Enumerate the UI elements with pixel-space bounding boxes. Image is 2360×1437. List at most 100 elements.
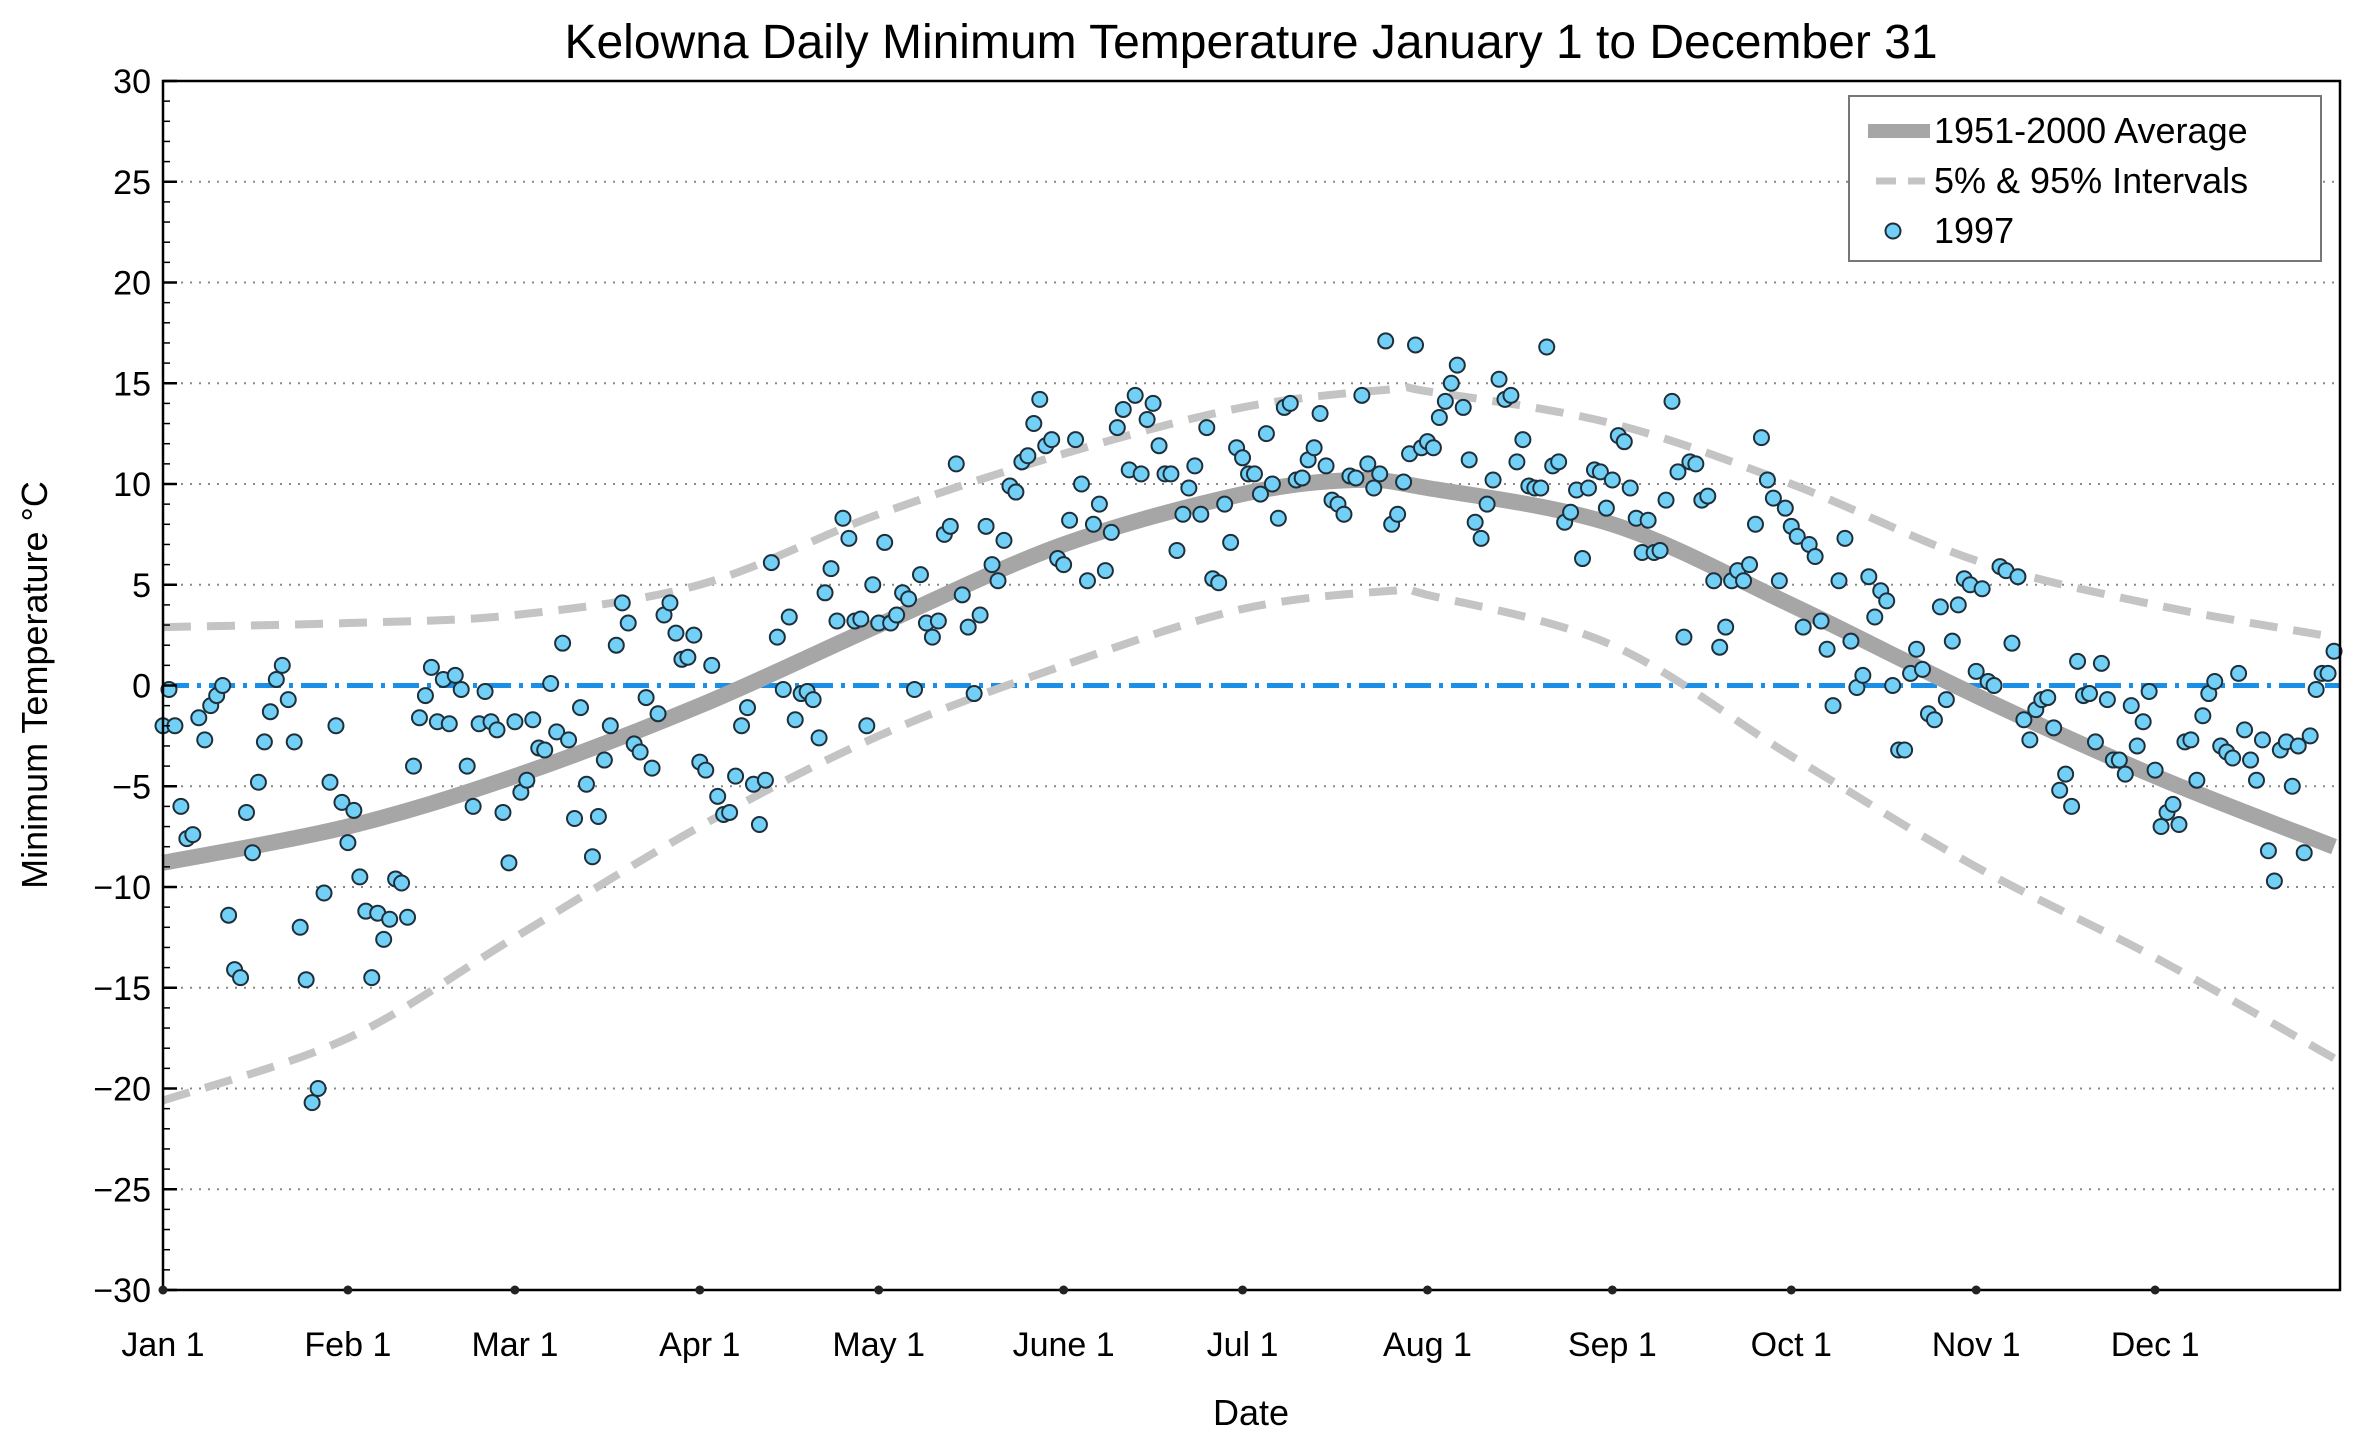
p5-interval-line bbox=[161, 584, 2337, 1105]
data-point-1997 bbox=[1460, 451, 1478, 469]
data-point-1997 bbox=[888, 606, 906, 624]
data-point-1997 bbox=[667, 624, 685, 642]
data-point-1997 bbox=[1562, 503, 1580, 521]
data-point-1997 bbox=[780, 608, 798, 626]
data-point-1997 bbox=[1514, 431, 1532, 449]
data-point-1997 bbox=[786, 711, 804, 729]
data-point-1997 bbox=[1651, 541, 1669, 559]
data-point-1997 bbox=[1746, 515, 1764, 533]
data-point-1997 bbox=[768, 628, 786, 646]
data-point-1997 bbox=[965, 685, 983, 703]
data-point-1997 bbox=[1705, 572, 1723, 590]
data-point-1997 bbox=[1424, 439, 1442, 457]
data-point-1997 bbox=[297, 971, 315, 989]
data-point-1997 bbox=[2021, 731, 2039, 749]
data-point-1997 bbox=[1347, 469, 1365, 487]
data-point-1997 bbox=[2164, 795, 2182, 813]
y-tick-label: 30 bbox=[113, 63, 151, 101]
data-point-1997 bbox=[1842, 632, 1860, 650]
data-point-1997 bbox=[249, 773, 267, 791]
data-point-1997 bbox=[685, 626, 703, 644]
data-point-1997 bbox=[1931, 598, 1949, 616]
data-point-1997 bbox=[1973, 580, 1991, 598]
data-point-1997 bbox=[1896, 741, 1914, 759]
data-point-1997 bbox=[1371, 465, 1389, 483]
data-point-1997 bbox=[279, 691, 297, 709]
data-point-1997 bbox=[2307, 681, 2325, 699]
data-point-1997 bbox=[464, 797, 482, 815]
data-point-1997 bbox=[458, 757, 476, 775]
data-point-1997 bbox=[214, 677, 232, 694]
p95-interval-line bbox=[162, 383, 2335, 642]
x-tick-label: Oct 1 bbox=[1751, 1326, 1832, 1364]
data-point-1997 bbox=[536, 741, 554, 759]
data-point-1997 bbox=[2003, 634, 2021, 652]
data-point-1997 bbox=[733, 717, 751, 735]
data-point-1997 bbox=[1884, 677, 1902, 694]
data-point-1997 bbox=[1699, 487, 1717, 505]
data-point-1997 bbox=[1407, 336, 1425, 354]
data-point-1997 bbox=[1055, 556, 1073, 574]
data-point-1997 bbox=[601, 717, 619, 735]
data-point-1997 bbox=[631, 743, 649, 761]
data-point-1997 bbox=[1043, 431, 1061, 449]
data-point-1997 bbox=[1937, 691, 1955, 709]
data-point-1997 bbox=[2319, 664, 2337, 682]
y-tick-label: −10 bbox=[93, 869, 151, 907]
data-point-1997 bbox=[1454, 398, 1472, 416]
data-point-1997 bbox=[1436, 392, 1454, 410]
data-point-1997 bbox=[255, 733, 273, 751]
data-point-1997 bbox=[2188, 771, 2206, 789]
data-point-1997 bbox=[1597, 499, 1615, 517]
data-point-1997 bbox=[315, 884, 333, 902]
data-point-1997 bbox=[1377, 332, 1395, 350]
data-point-1997 bbox=[607, 636, 625, 654]
data-point-1997 bbox=[643, 759, 661, 777]
data-point-1997 bbox=[1591, 463, 1609, 481]
data-point-1997 bbox=[542, 674, 560, 692]
data-point-1997 bbox=[810, 729, 828, 747]
data-point-1997 bbox=[2146, 761, 2164, 779]
data-point-1997 bbox=[1776, 499, 1794, 517]
data-point-1997 bbox=[554, 634, 572, 652]
data-point-1997 bbox=[1758, 471, 1776, 489]
data-point-1997 bbox=[410, 709, 428, 727]
data-point-1997 bbox=[1102, 523, 1120, 541]
data-point-1997 bbox=[1502, 386, 1520, 404]
data-point-1997 bbox=[971, 606, 989, 624]
data-point-1997 bbox=[548, 723, 566, 741]
data-point-1997 bbox=[613, 594, 631, 612]
data-point-1997 bbox=[929, 612, 947, 630]
data-point-1997 bbox=[2140, 683, 2158, 701]
data-point-1997 bbox=[941, 517, 959, 535]
data-point-1997 bbox=[750, 816, 768, 834]
data-point-1997 bbox=[2247, 771, 2265, 789]
data-point-1997 bbox=[858, 717, 876, 735]
data-point-1997 bbox=[393, 874, 411, 892]
data-point-1997 bbox=[1913, 660, 1931, 678]
data-point-1997 bbox=[333, 793, 351, 811]
data-point-1997 bbox=[1180, 479, 1198, 497]
x-tick-marker bbox=[158, 1285, 168, 1295]
data-point-1997 bbox=[381, 910, 399, 928]
data-point-1997 bbox=[1472, 529, 1490, 547]
data-point-1997 bbox=[709, 787, 727, 805]
legend-box bbox=[1848, 95, 2322, 262]
x-tick-marker bbox=[343, 1285, 353, 1295]
data-point-1997 bbox=[1687, 455, 1705, 473]
data-point-1997 bbox=[1657, 491, 1675, 509]
data-point-1997 bbox=[1168, 541, 1186, 559]
data-point-1997 bbox=[1281, 394, 1299, 412]
data-point-1997 bbox=[1353, 386, 1371, 404]
data-point-1997 bbox=[1144, 394, 1162, 412]
data-point-1997 bbox=[1908, 640, 1926, 658]
data-point-1997 bbox=[1854, 666, 1872, 684]
data-point-1997 bbox=[959, 618, 977, 636]
data-point-1997 bbox=[661, 594, 679, 612]
data-point-1997 bbox=[1222, 533, 1240, 551]
data-point-1997 bbox=[196, 731, 214, 749]
data-point-1997 bbox=[911, 566, 929, 584]
data-point-1997 bbox=[906, 681, 924, 699]
data-point-1997 bbox=[1824, 697, 1842, 715]
data-point-1997 bbox=[1818, 640, 1836, 658]
